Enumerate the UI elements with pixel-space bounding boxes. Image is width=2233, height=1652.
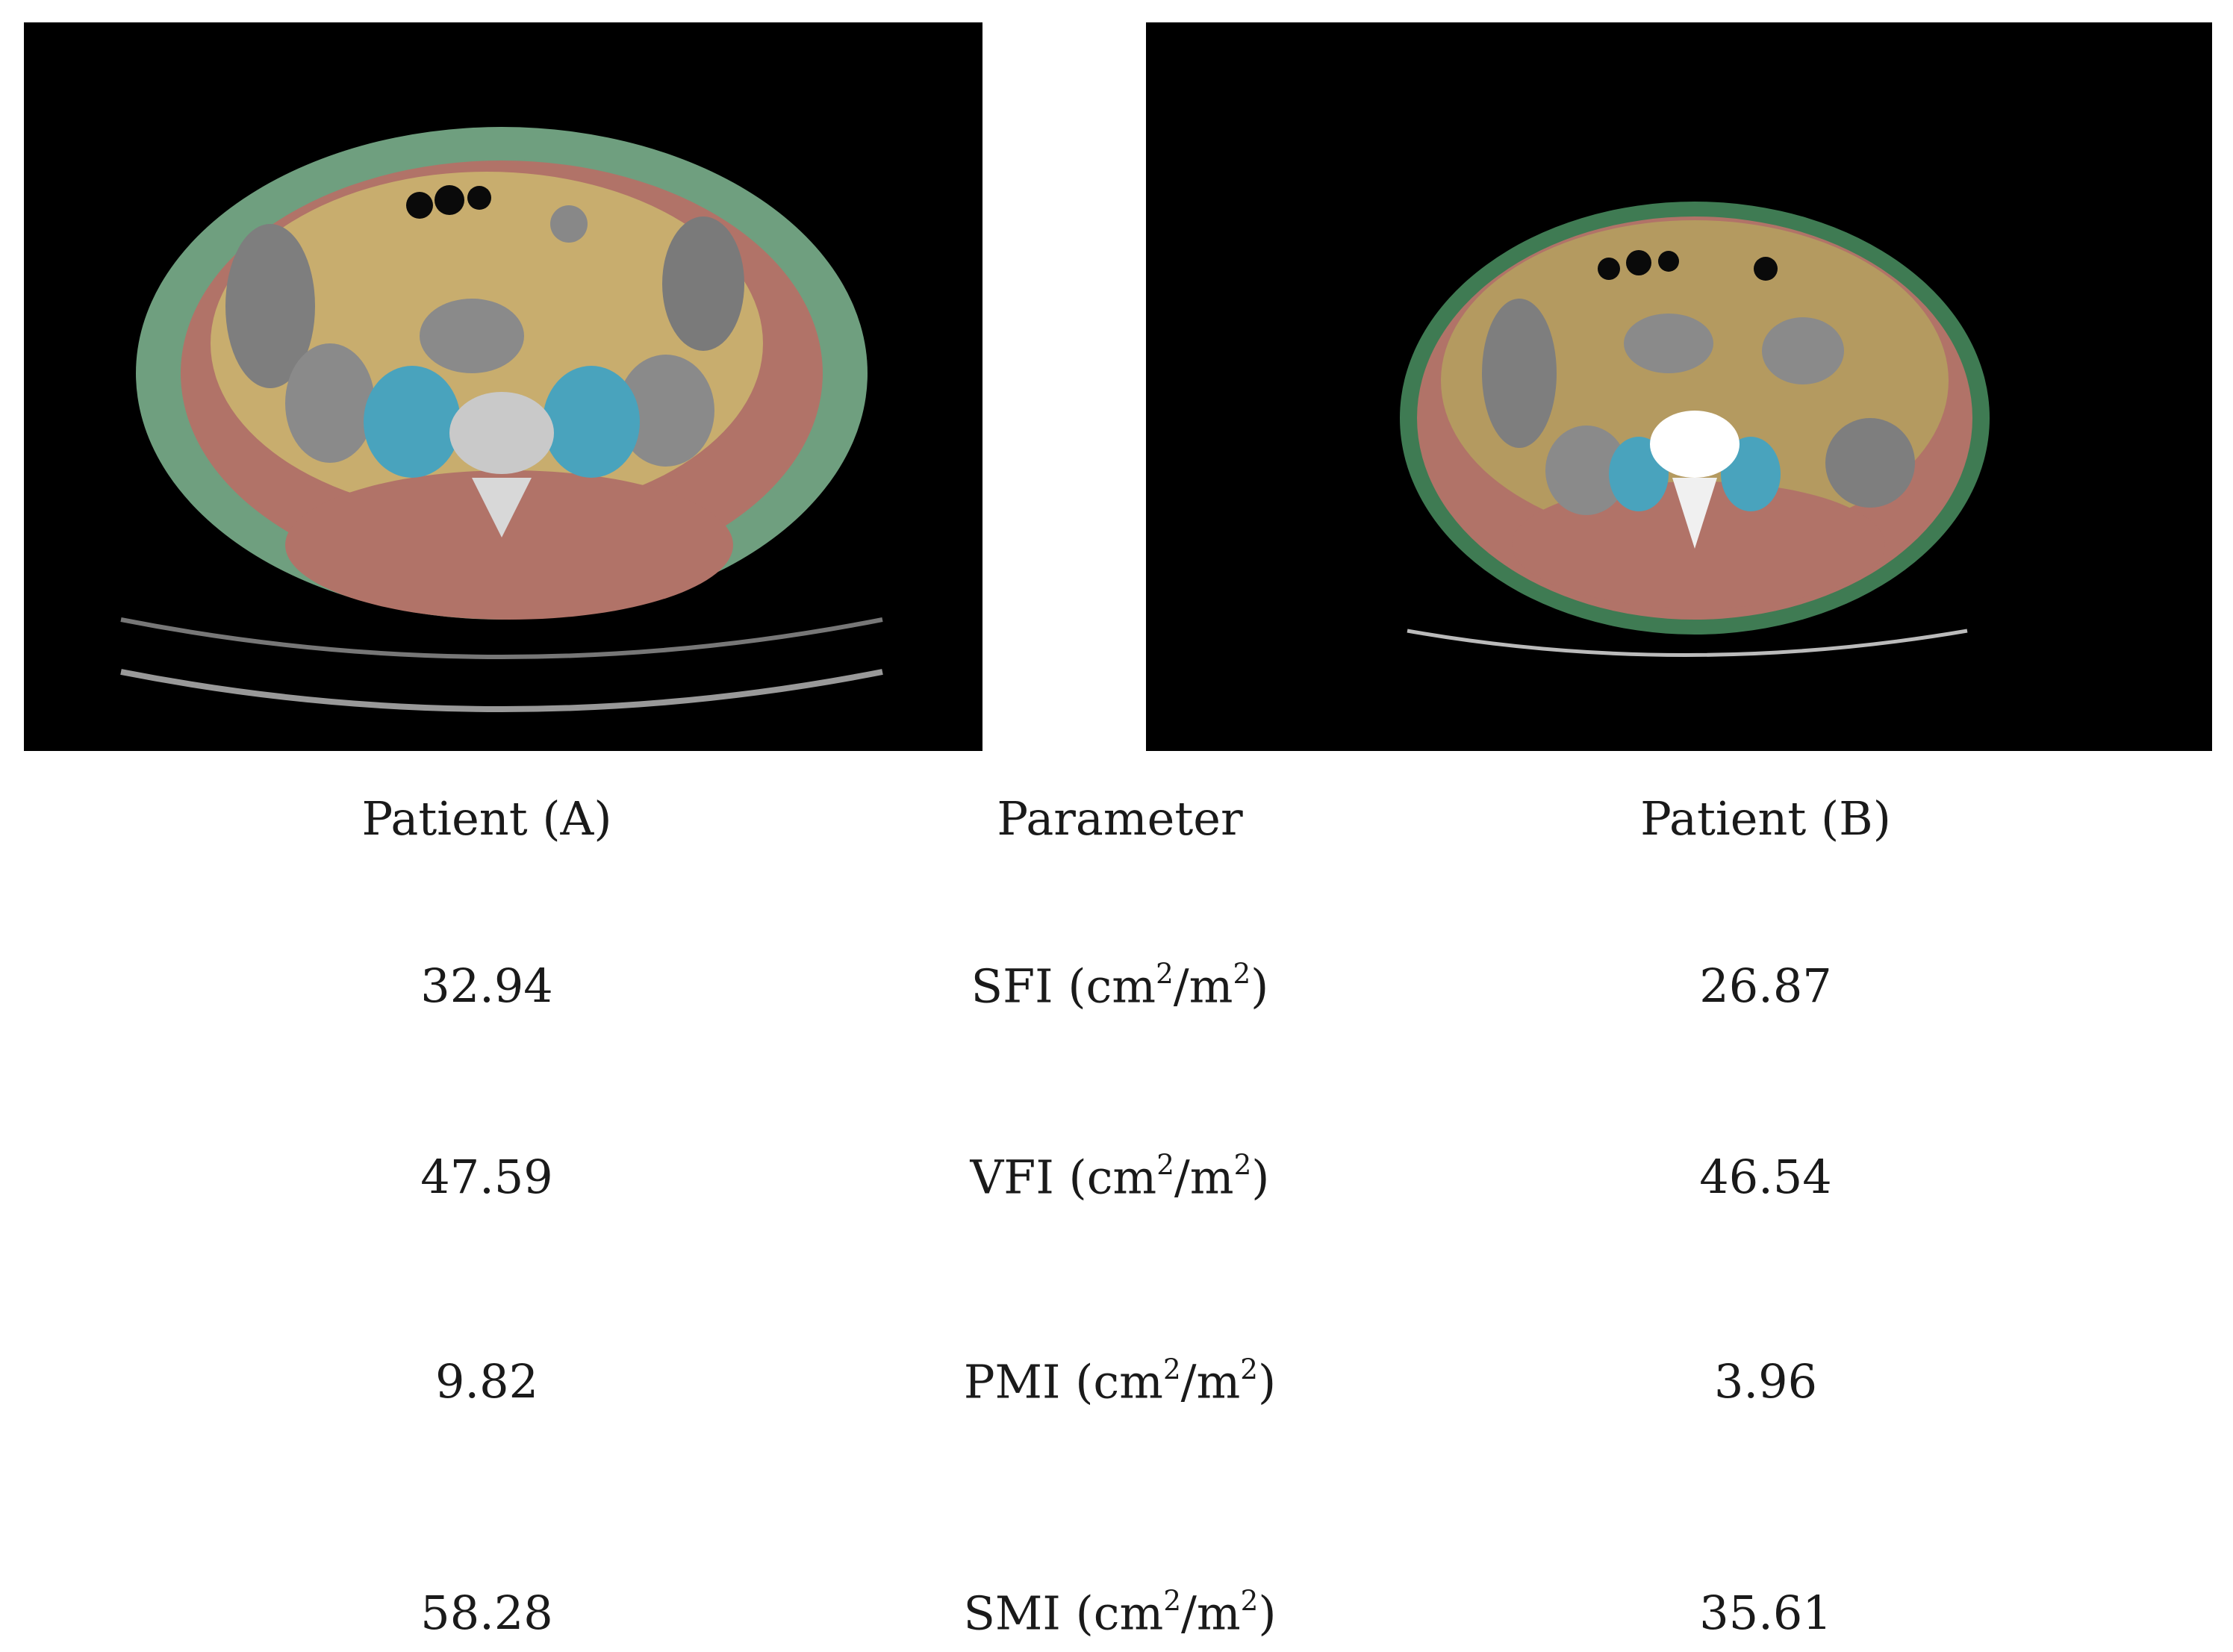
patient-b-value: 3.96 <box>1713 1354 1818 1409</box>
header-patient-a: Patient (A) <box>361 791 612 846</box>
patient-a-value: 58.28 <box>420 1586 553 1640</box>
parameter-label: SMI (cm2/m2) <box>963 1584 1277 1641</box>
patient-a-value: 32.94 <box>420 959 553 1013</box>
parameter-label: SFI (cm2/m2) <box>971 957 1269 1014</box>
header-patient-b: Patient (B) <box>1640 791 1891 846</box>
patient-b-value: 35.61 <box>1699 1586 1832 1640</box>
patient-b-value: 46.54 <box>1699 1150 1832 1204</box>
patient-a-value: 9.82 <box>435 1354 539 1409</box>
header-parameter: Parameter <box>997 791 1243 846</box>
parameter-label: PMI (cm2/m2) <box>963 1353 1277 1409</box>
patient-a-value: 47.59 <box>420 1150 553 1204</box>
patient-b-value: 26.87 <box>1699 959 1832 1013</box>
ct-image-patient-a <box>24 22 982 751</box>
parameter-label: VFI (cm2/m2) <box>970 1148 1270 1205</box>
ct-image-patient-b <box>1146 22 2212 751</box>
